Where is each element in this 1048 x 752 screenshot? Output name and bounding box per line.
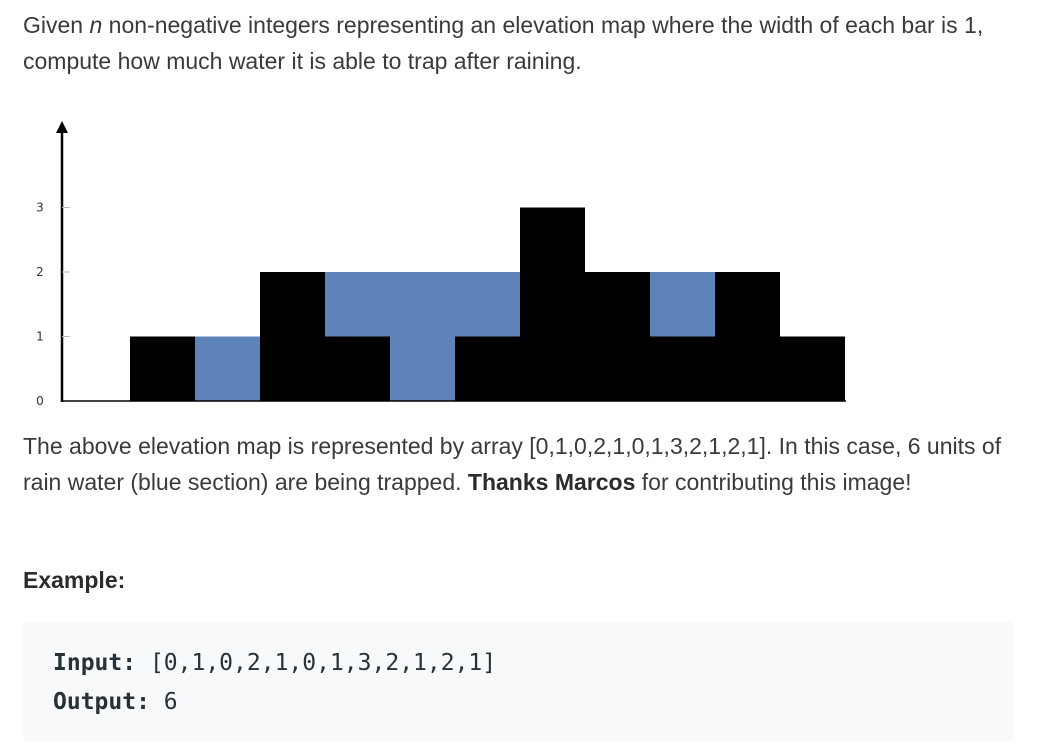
intro-prefix: Given	[23, 12, 90, 38]
example-code-block: Input: [0,1,0,2,1,0,1,3,2,1,2,1] Output:…	[23, 622, 1013, 742]
y-tick-label-1: 1	[36, 330, 44, 344]
water-bar-6	[455, 272, 520, 337]
y-tick-label-2: 2	[36, 265, 44, 279]
elevation-bar-7	[520, 207, 585, 401]
example-heading: Example:	[23, 567, 126, 593]
description-text: The above elevation map is represented b…	[23, 433, 1002, 495]
water-bar-5	[390, 272, 455, 401]
ticks-layer: 0 1 2 3	[36, 201, 70, 408]
credit-name: Thanks Marcos	[467, 469, 636, 495]
y-tick-label-3: 3	[36, 201, 44, 215]
variable-n: n	[89, 12, 103, 38]
elevation-map-chart: 0 1 2 3	[36, 121, 846, 408]
problem-statement: Given n non-negative integers representi…	[23, 7, 1023, 79]
description: The above elevation map is represented b…	[23, 428, 1023, 500]
input-label: Input:	[53, 650, 137, 676]
output-value: 6	[149, 689, 178, 715]
elevation-bar-8	[585, 272, 650, 401]
elevation-bar-3	[260, 272, 325, 401]
input-value: [0,1,0,2,1,0,1,3,2,1,2,1]	[136, 650, 497, 676]
y-axis-arrow-icon	[56, 121, 68, 133]
elevation-bar-6	[455, 336, 520, 401]
y-tick-label-0: 0	[36, 394, 44, 408]
description-tail: for contributing this image!	[635, 469, 912, 495]
water-bar-2	[195, 336, 260, 401]
output-row: Output: 6	[53, 683, 1013, 722]
elevation-bar-10	[715, 272, 780, 401]
elevation-bar-4	[325, 336, 390, 401]
bars-layer	[130, 207, 845, 401]
elevation-bar-11	[780, 336, 845, 401]
elevation-bar-1	[130, 336, 195, 401]
water-bar-9	[650, 272, 715, 337]
elevation-bar-9	[650, 336, 715, 401]
intro-suffix: non-negative integers representing an el…	[23, 12, 984, 74]
input-row: Input: [0,1,0,2,1,0,1,3,2,1,2,1]	[53, 644, 1013, 683]
water-bar-4	[325, 272, 390, 337]
axis-layer	[56, 121, 846, 402]
output-label: Output:	[53, 689, 150, 715]
